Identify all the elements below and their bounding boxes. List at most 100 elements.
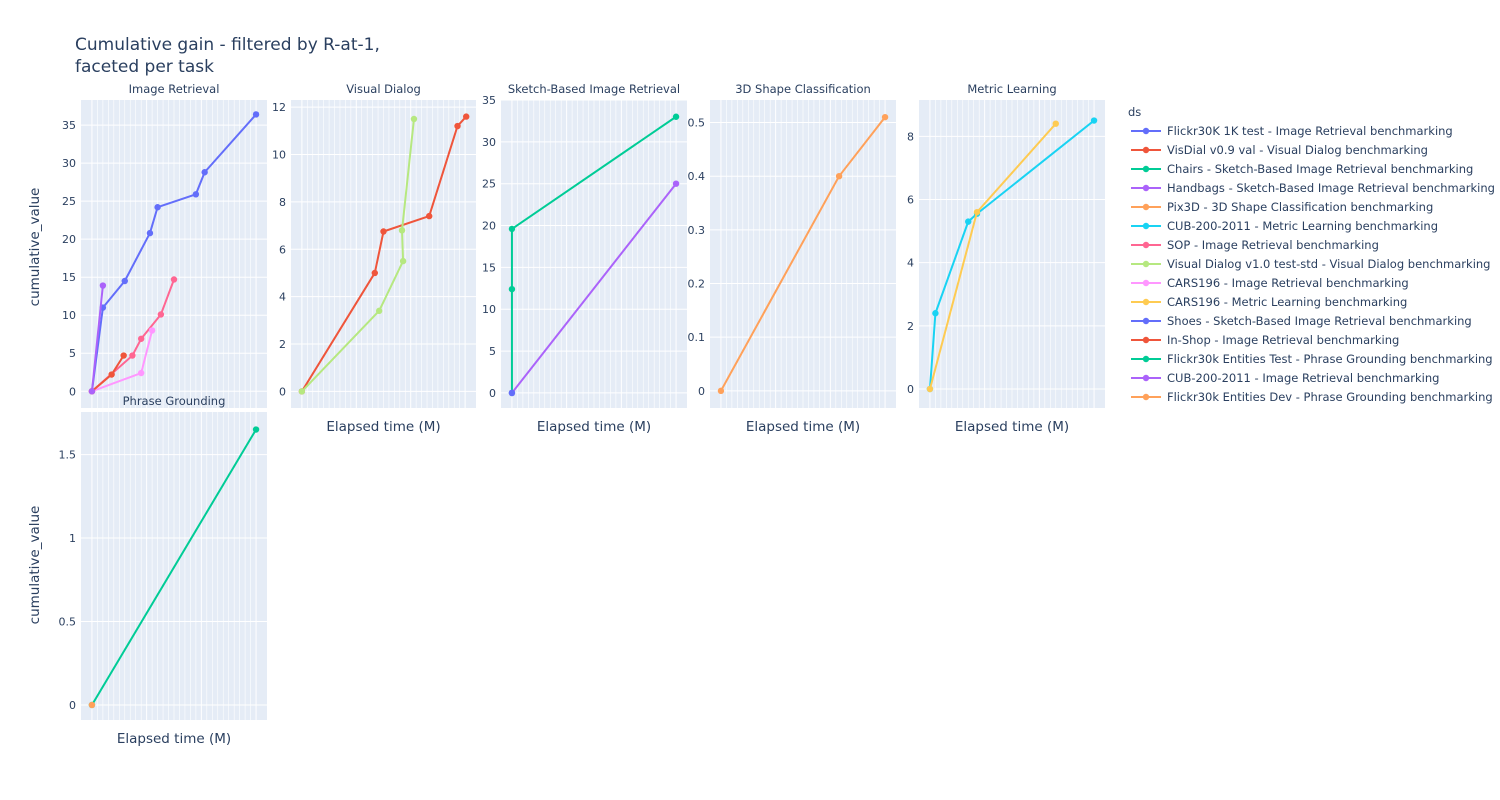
data-point — [157, 311, 165, 318]
y-tick-label: 15 — [482, 261, 496, 274]
y-tick-label: 2 — [279, 338, 286, 351]
y-tick-label: 0.5 — [688, 117, 706, 130]
x-axis-label: Elapsed time (M) — [746, 419, 860, 435]
data-point — [148, 327, 156, 334]
legend-item[interactable]: CUB-200-2011 - Image Retrieval benchmark… — [1131, 371, 1439, 385]
legend-item[interactable]: CUB-200-2011 - Metric Learning benchmark… — [1131, 219, 1438, 233]
y-tick-label: 4 — [279, 291, 286, 304]
data-point — [298, 388, 306, 395]
facet-metric-learning: 0 2 4 6 8 Metric Learning Elapsed time (M) — [907, 82, 1105, 435]
y-axis-ticks: 0 0.1 0.2 0.3 0.4 0.5 — [688, 117, 896, 398]
y-tick-label: 5 — [489, 345, 496, 358]
legend-label: Handbags - Sketch-Based Image Retrieval … — [1167, 181, 1495, 195]
legend-swatch-marker — [1142, 127, 1150, 135]
legend-swatch-marker — [1142, 355, 1150, 363]
facet-title: Phrase Grounding — [123, 394, 226, 408]
y-tick-label: 1 — [69, 532, 76, 545]
y-tick-label: 5 — [69, 347, 76, 360]
legend-item[interactable]: CARS196 - Metric Learning benchmarking — [1131, 295, 1407, 309]
data-point — [717, 387, 725, 395]
data-point — [881, 113, 889, 121]
legend-item[interactable]: Flickr30k Entities Test - Phrase Groundi… — [1131, 352, 1493, 366]
facet-3d-shape-classification: 0 0.1 0.2 0.3 0.4 0.5 3D Shape Classification E… — [688, 82, 896, 435]
series-visual-dialog-v1-0-test-std-visual-dialog-benchmarking — [298, 115, 418, 395]
data-point — [672, 113, 680, 120]
data-point — [120, 352, 127, 359]
legend-label: VisDial v0.9 val - Visual Dialog benchma… — [1167, 143, 1428, 157]
y-tick-label: 8 — [907, 130, 914, 143]
legend-swatch-marker — [1142, 317, 1150, 325]
legend: ds Flickr30K 1K test - Image Retrieval b… — [1128, 105, 1495, 404]
series-flickr30k-entities-dev-phrase-grounding-benchmarking — [88, 701, 96, 709]
data-point — [88, 701, 96, 709]
data-point — [965, 218, 972, 225]
data-point — [926, 385, 934, 393]
legend-item[interactable]: Chairs - Sketch-Based Image Retrieval be… — [1131, 162, 1473, 176]
y-tick-label: 0.2 — [688, 278, 706, 291]
legend-item[interactable]: SOP - Image Retrieval benchmarking — [1131, 238, 1379, 252]
y-tick-label: 2 — [907, 320, 914, 333]
y-tick-label: 10 — [482, 303, 496, 316]
x-gridlines — [301, 100, 466, 408]
legend-swatch-marker — [1142, 393, 1150, 401]
y-tick-label: 25 — [62, 195, 76, 208]
legend-label: CUB-200-2011 - Metric Learning benchmark… — [1167, 219, 1438, 233]
legend-item[interactable]: Flickr30k Entities Dev - Phrase Groundin… — [1131, 390, 1493, 404]
facet-title: Image Retrieval — [129, 82, 220, 96]
chart-title-line-1: Cumulative gain - filtered by R-at-1, — [75, 35, 380, 55]
legend-label: Flickr30k Entities Test - Phrase Groundi… — [1167, 352, 1493, 366]
legend-swatch-marker — [1142, 374, 1150, 382]
chart-title-line-2: faceted per task — [75, 57, 214, 77]
data-point — [192, 191, 200, 198]
legend-swatch-marker — [1142, 336, 1150, 344]
y-tick-label: 20 — [482, 220, 496, 233]
y-tick-label: 0.4 — [688, 170, 706, 183]
legend-item[interactable]: In-Shop - Image Retrieval benchmarking — [1131, 333, 1399, 347]
data-point — [154, 204, 161, 211]
data-point — [399, 257, 407, 265]
legend-swatch-marker — [1142, 165, 1150, 173]
y-tick-label: 25 — [482, 178, 496, 191]
chart-title: Cumulative gain - filtered by R-at-1, fa… — [75, 35, 380, 77]
legend-item[interactable]: VisDial v0.9 val - Visual Dialog benchma… — [1131, 143, 1428, 157]
y-tick-label: 4 — [907, 257, 914, 270]
data-point — [463, 113, 470, 120]
facet-title: Sketch-Based Image Retrieval — [508, 82, 680, 96]
data-point — [252, 426, 260, 433]
legend-label: CARS196 - Image Retrieval benchmarking — [1167, 276, 1409, 290]
y-tick-label: 0.1 — [688, 331, 706, 344]
legend-item[interactable]: Visual Dialog v1.0 test-std - Visual Dia… — [1131, 257, 1490, 271]
y-tick-label: 0 — [279, 385, 286, 398]
y-tick-label: 10 — [62, 309, 76, 322]
y-tick-label: 35 — [62, 119, 76, 132]
legend-item[interactable]: Handbags - Sketch-Based Image Retrieval … — [1131, 181, 1495, 195]
legend-item[interactable]: Shoes - Sketch-Based Image Retrieval ben… — [1131, 314, 1472, 328]
y-tick-label: 30 — [482, 136, 496, 149]
data-point — [88, 388, 96, 395]
y-axis-ticks: 0 2 4 6 8 10 12 — [272, 101, 476, 398]
y-tick-label: 15 — [62, 271, 76, 284]
legend-item[interactable]: CARS196 - Image Retrieval benchmarking — [1131, 276, 1409, 290]
data-point — [426, 212, 433, 220]
data-point — [170, 276, 178, 283]
legend-item[interactable]: Pix3D - 3D Shape Classification benchmar… — [1131, 200, 1433, 214]
data-point — [375, 307, 383, 315]
legend-title: ds — [1128, 105, 1141, 119]
series-cars196-metric-learning-benchmarking — [926, 120, 1059, 393]
data-point — [137, 335, 145, 342]
legend-item[interactable]: Flickr30K 1K test - Image Retrieval benc… — [1131, 124, 1453, 138]
y-tick-label: 0 — [907, 383, 914, 396]
legend-label: Shoes - Sketch-Based Image Retrieval ben… — [1167, 314, 1472, 328]
data-point — [129, 352, 136, 359]
data-point — [252, 111, 260, 118]
x-gridlines — [929, 100, 1095, 408]
y-tick-label: 20 — [62, 233, 76, 246]
y-tick-label: 0 — [489, 387, 496, 400]
facet-sketch-based-image-retrieval: 0 5 10 15 20 25 30 35 Sketch-Based Image Retriev… — [482, 82, 687, 435]
series-cub-200-2011-image-retrieval-benchmarking — [88, 282, 107, 395]
x-axis-label: Elapsed time (M) — [117, 731, 231, 747]
data-point — [672, 180, 680, 187]
